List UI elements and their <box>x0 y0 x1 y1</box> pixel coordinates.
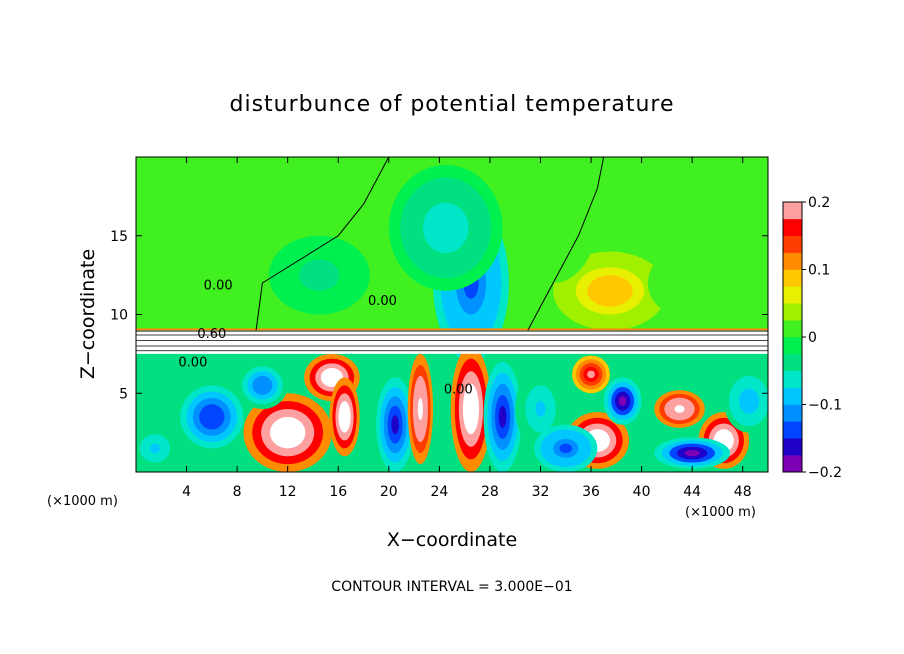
field-anomaly-15 <box>498 405 507 428</box>
tropopause-band <box>136 330 768 354</box>
x-tick-label: 36 <box>582 484 600 500</box>
field-anomaly-16 <box>535 401 546 417</box>
x-tick-label: 32 <box>532 484 550 500</box>
colorbar-swatch <box>783 438 802 456</box>
colorbar-tick-label: −0.2 <box>808 465 842 481</box>
x-unit-label-right: (×1000 m) <box>685 505 756 520</box>
field-anomaly-14 <box>466 396 476 422</box>
field-anomaly-7 <box>278 424 297 441</box>
field-anomaly-5 <box>166 207 182 233</box>
field-anomaly-3 <box>598 283 622 299</box>
field-anomaly-24 <box>149 443 161 454</box>
colorbar-swatch <box>783 252 802 270</box>
field-anomaly-23 <box>743 394 755 408</box>
colorbar-swatch <box>783 353 802 372</box>
field-anomaly-18 <box>618 396 627 406</box>
heatmap-field <box>136 157 768 472</box>
colorbar-tick-label: 0.2 <box>808 195 830 211</box>
colorbar-swatch <box>783 202 802 220</box>
x-tick-label: 16 <box>329 484 347 500</box>
field-anomaly-8 <box>326 372 338 383</box>
field-anomaly-4 <box>673 276 686 290</box>
field-anomaly-1 <box>434 215 458 241</box>
colorbar-swatch <box>783 370 802 388</box>
colorbar-swatch <box>783 387 802 405</box>
x-axis-label: X−coordinate <box>387 529 517 551</box>
colorbar-swatch <box>783 320 802 338</box>
field-anomaly-11 <box>257 380 268 391</box>
colorbar: 0.2 0.1 0 −0.1 −0.2 <box>782 195 842 481</box>
colorbar-tick-label: 0.1 <box>808 263 830 279</box>
contour-label: 0.00 <box>368 294 397 309</box>
contour-label: 0.00 <box>178 355 207 370</box>
y-tick-label: 15 <box>110 229 128 245</box>
field-anomaly-2 <box>309 267 330 283</box>
contour-label: 0.00 <box>204 278 233 293</box>
y-axis: 5 10 15 <box>110 229 768 402</box>
field-anomaly-10 <box>205 410 219 424</box>
contour-label: 0.60 <box>197 327 226 342</box>
chart-title: disturbunce of potential temperature <box>230 92 675 117</box>
x-tick-label: 12 <box>279 484 297 500</box>
field-anomaly-12 <box>391 415 399 435</box>
colorbar-swatch <box>783 269 802 287</box>
x-tick-label: 48 <box>734 484 752 500</box>
x-tick-label: 28 <box>481 484 499 500</box>
x-tick-label: 24 <box>430 484 448 500</box>
x-axis: 4 8 12 16 20 24 28 32 36 40 44 48 <box>182 157 752 500</box>
x-tick-label: 4 <box>182 484 191 500</box>
x-tick-label: 40 <box>633 484 651 500</box>
colorbar-swatch <box>783 337 802 355</box>
field-anomaly-22 <box>684 449 700 457</box>
colorbar-swatch <box>783 303 802 321</box>
field-anomaly-19 <box>587 370 595 379</box>
colorbar-tick-label: 0 <box>808 330 817 346</box>
colorbar-swatch <box>783 235 802 253</box>
y-tick-label: 5 <box>119 386 128 402</box>
colorbar-swatch <box>783 455 802 473</box>
contour-layer: 0.60 0.00 0.00 0.00 0.00 <box>136 156 768 397</box>
zero-contour-right <box>527 156 605 331</box>
y-axis-label: Z−coordinate <box>77 249 99 379</box>
colorbar-swatch <box>783 404 802 422</box>
plot-area: 0.600.000.000.000.00 4 8 12 16 20 24 28 32 36 40 4… <box>110 156 769 500</box>
x-unit-label-left: (×1000 m) <box>47 494 118 509</box>
colorbar-swatch <box>783 286 802 304</box>
colorbar-swatch <box>783 421 802 439</box>
field-anomaly-25 <box>559 443 573 454</box>
x-tick-label: 8 <box>233 484 242 500</box>
colorbar-swatch <box>783 218 802 237</box>
field-anomaly-13 <box>417 397 423 421</box>
y-tick-label: 10 <box>110 308 128 324</box>
contour-interval-footer: CONTOUR INTERVAL = 3.000E−01 <box>331 579 572 595</box>
zero-contour-left <box>255 156 390 331</box>
x-tick-label: 20 <box>380 484 398 500</box>
field-anomaly-9 <box>341 409 348 425</box>
field-anomaly-6 <box>544 207 562 233</box>
tropopause-edge <box>136 328 768 331</box>
x-tick-label: 44 <box>683 484 701 500</box>
field-anomaly-20 <box>674 405 685 413</box>
colorbar-tick-label: −0.1 <box>808 398 842 414</box>
contour-label: 0.00 <box>444 382 473 397</box>
